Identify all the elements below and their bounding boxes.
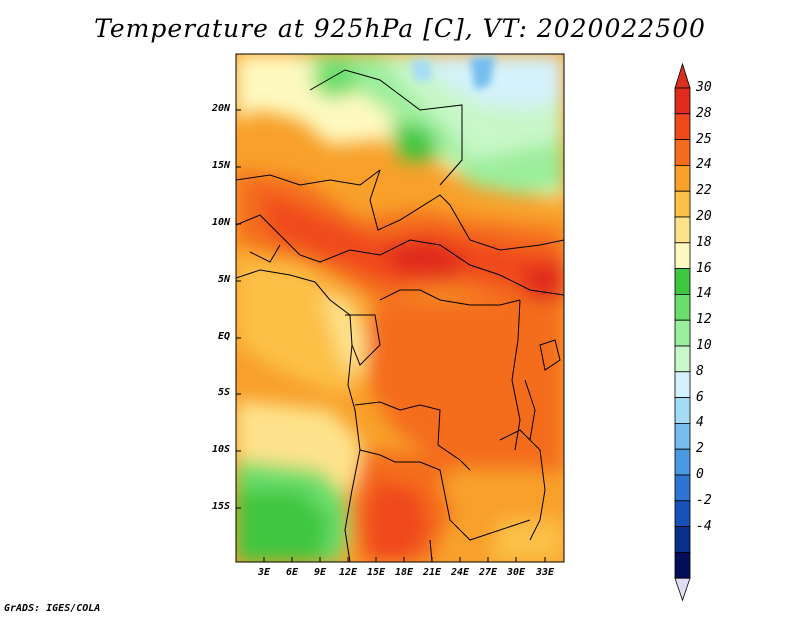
colorbar-swatch [674, 87, 691, 115]
colorbar-swatch [674, 113, 691, 141]
longitude-label: 15E [366, 567, 386, 578]
colorbar-swatch [674, 190, 691, 218]
colorbar-swatch [674, 422, 691, 450]
colorbar-label: 30 [696, 80, 712, 95]
colorbar-label: 22 [696, 183, 712, 199]
colorbar-top-arrow [674, 62, 691, 89]
colorbar-label: 8 [696, 363, 704, 379]
colorbar-swatch [674, 345, 691, 373]
longitude-label: 6E [285, 567, 299, 578]
latitude-label: 15N [211, 160, 230, 171]
map-frame [235, 53, 565, 563]
longitude-label: 18E [394, 567, 414, 578]
longitude-label: 24E [450, 567, 470, 578]
longitude-label: 33E [535, 567, 555, 578]
colorbar-label: 25 [696, 131, 712, 147]
longitude-label: 27E [478, 567, 498, 578]
colorbar-label: -2 [696, 492, 712, 508]
colorbar-label: 24 [696, 157, 712, 173]
colorbar-swatch [674, 500, 691, 527]
colorbar [674, 62, 691, 602]
latitude-label: 5N [217, 274, 230, 285]
colorbar-label: 14 [696, 286, 712, 302]
colorbar-swatch [674, 242, 691, 270]
longitude-label: 3E [257, 567, 271, 578]
colorbar-swatch [674, 164, 691, 192]
longitude-label: 9E [313, 567, 327, 578]
colorbar-label: 6 [696, 389, 704, 405]
latitude-label: 10N [211, 217, 230, 228]
colorbar-swatch [674, 216, 691, 244]
colorbar-swatch [674, 552, 691, 579]
latitude-label: 15S [211, 501, 230, 512]
credit-text: GrADS: IGES/COLA [4, 603, 101, 614]
longitude-label: 21E [422, 567, 442, 578]
colorbar-swatch [674, 319, 691, 347]
colorbar-label: 16 [696, 260, 712, 276]
colorbar-swatch [674, 139, 691, 166]
longitude-label: 30E [506, 567, 526, 578]
colorbar-swatch [674, 474, 691, 502]
colorbar-swatch [674, 293, 691, 321]
colorbar-swatch [674, 448, 691, 476]
country-borders [236, 69, 564, 562]
chart-title: Temperature at 925hPa [C], VT: 202002250… [94, 14, 706, 43]
colorbar-label: 2 [696, 441, 704, 457]
colorbar-label: 28 [696, 105, 712, 121]
colorbar-label: 10 [696, 338, 712, 353]
longitude-label: 12E [338, 567, 358, 578]
latitude-label: 20N [211, 103, 230, 114]
latitude-label: 5S [217, 387, 230, 398]
colorbar-swatch [674, 268, 691, 295]
colorbar-swatch [674, 526, 691, 553]
colorbar-swatch [674, 371, 691, 398]
colorbar-bottom-arrow [674, 577, 691, 602]
axis-ticks [236, 109, 546, 562]
colorbar-label: 4 [696, 415, 704, 431]
latitude-label: 10S [211, 444, 230, 455]
latitude-label: EQ [217, 331, 230, 342]
colorbar-label: 12 [696, 312, 712, 328]
colorbar-label: -4 [696, 518, 712, 534]
colorbar-label: 18 [696, 234, 712, 250]
colorbar-label: 0 [696, 467, 704, 482]
colorbar-swatch [674, 397, 691, 424]
colorbar-label: 20 [696, 209, 712, 224]
temperature-field [236, 54, 564, 562]
